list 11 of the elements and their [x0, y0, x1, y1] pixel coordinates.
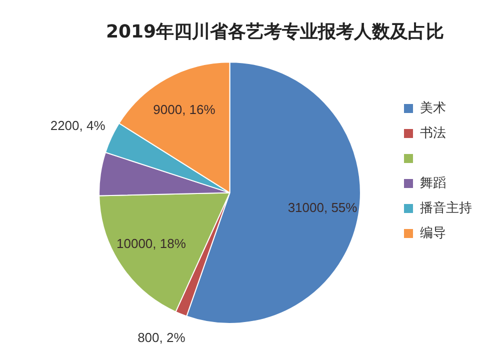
- data-label: 9000, 16%: [153, 102, 216, 118]
- legend-label: 书法: [420, 126, 446, 141]
- legend-label: 编导: [420, 226, 446, 241]
- legend-label: 美术: [420, 100, 446, 116]
- data-label: 31000, 55%: [288, 200, 358, 216]
- data-label: 2200, 4%: [50, 118, 106, 133]
- chart-title: 2019年四川省各艺考专业报考人数及占比: [106, 21, 444, 42]
- data-label: 800, 2%: [138, 330, 186, 345]
- legend-label: 播音主持: [420, 200, 472, 216]
- data-label: 10000, 18%: [116, 236, 186, 252]
- legend-label: 舞蹈: [420, 176, 446, 191]
